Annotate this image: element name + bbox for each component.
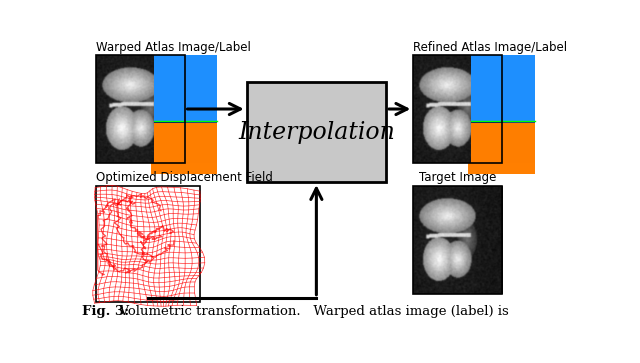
Bar	[413, 55, 502, 163]
Bar	[468, 55, 535, 163]
Bar	[246, 82, 386, 182]
Text: Interpolation: Interpolation	[238, 121, 395, 144]
Text: Optimized Displacement Field: Optimized Displacement Field	[95, 171, 273, 184]
Bar	[150, 55, 217, 121]
Bar	[150, 55, 217, 121]
Bar	[150, 55, 217, 163]
Bar	[95, 55, 184, 163]
Bar	[150, 123, 217, 174]
Bar	[468, 123, 535, 174]
Bar	[468, 55, 535, 121]
Bar	[95, 186, 200, 302]
Text: Volumetric transformation.   Warped atlas image (label) is: Volumetric transformation. Warped atlas …	[111, 305, 509, 318]
Text: Target Image: Target Image	[419, 171, 497, 184]
Text: Warped Atlas Image/Label: Warped Atlas Image/Label	[95, 41, 250, 54]
Bar	[150, 123, 217, 174]
Text: Fig. 3:: Fig. 3:	[81, 305, 129, 318]
Text: Refined Atlas Image/Label: Refined Atlas Image/Label	[413, 41, 568, 54]
Bar	[413, 186, 502, 294]
Bar	[468, 55, 535, 121]
Bar	[468, 123, 535, 174]
